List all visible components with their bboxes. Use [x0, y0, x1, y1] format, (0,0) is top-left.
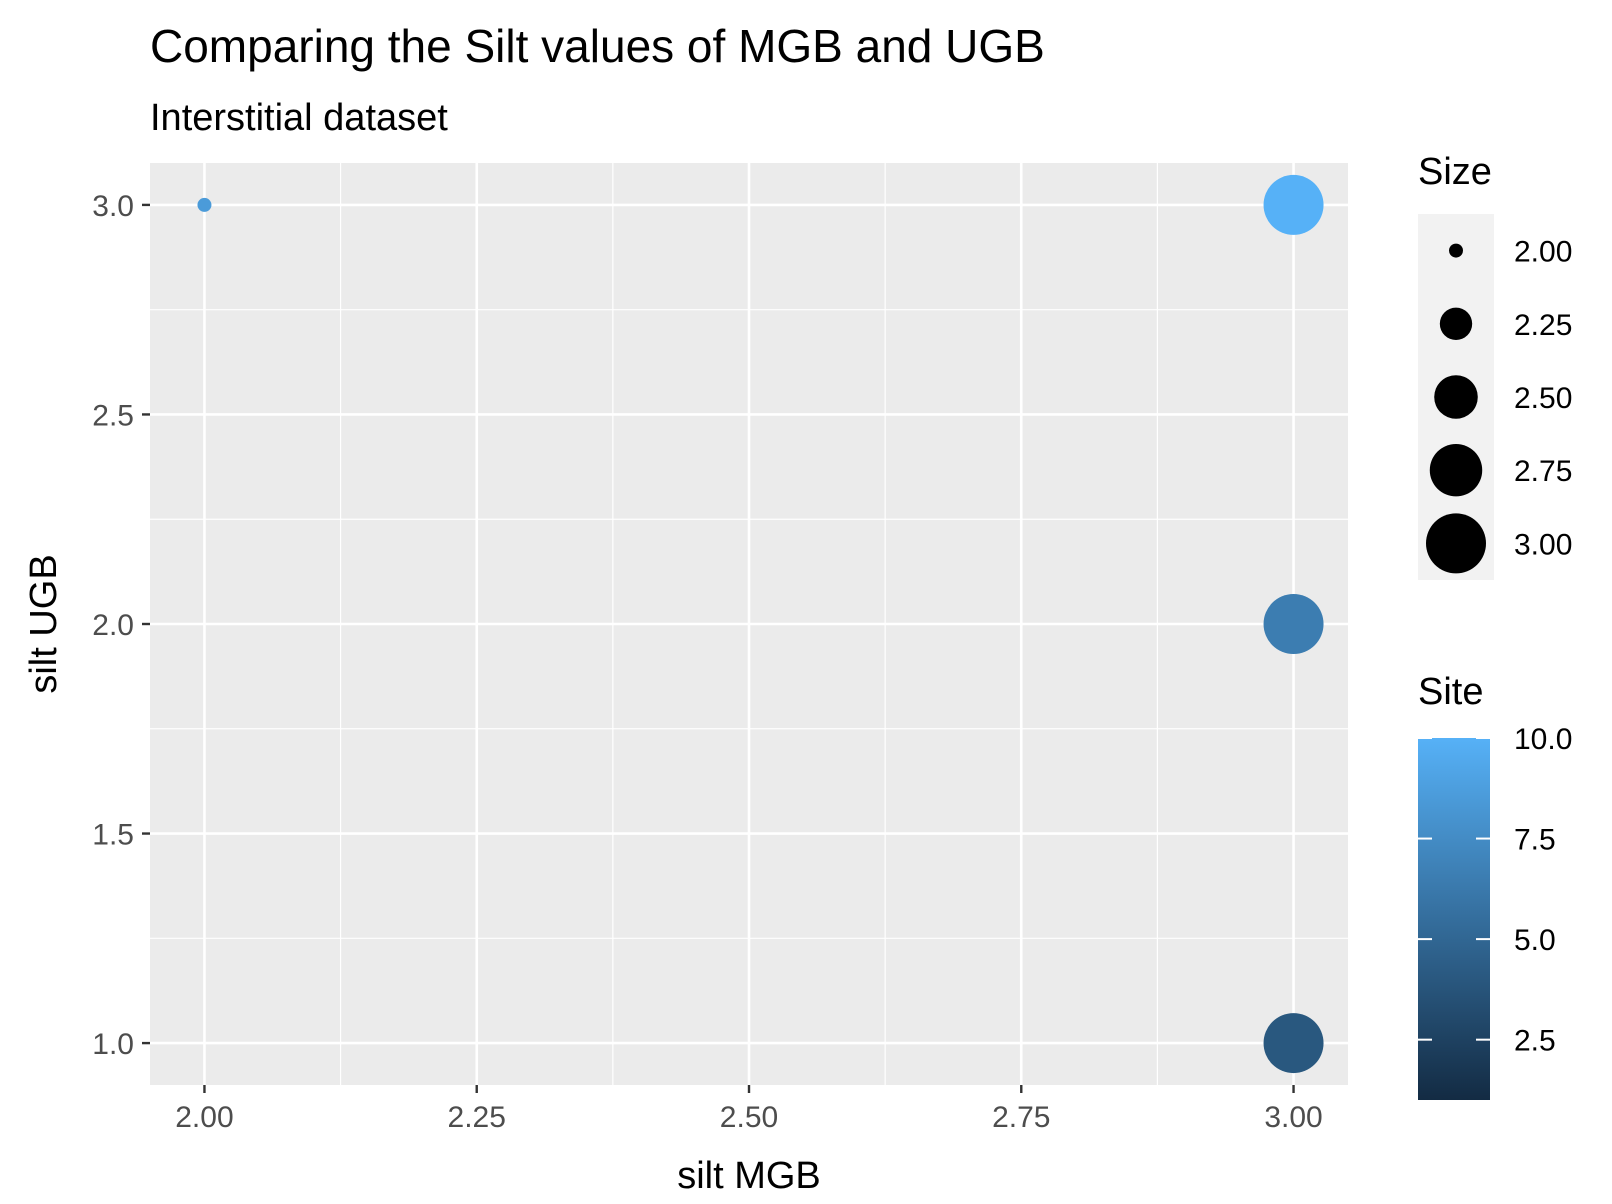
- size-legend-title: Size: [1418, 151, 1492, 193]
- x-tick-label: 2.50: [720, 1101, 778, 1134]
- x-tick-label: 2.75: [992, 1101, 1050, 1134]
- size-legend-label: 3.00: [1514, 528, 1572, 561]
- data-points: [197, 174, 1324, 1074]
- color-legend-label: 2.5: [1514, 1025, 1556, 1058]
- major-gridlines: [150, 163, 1348, 1085]
- size-legend-label: 2.75: [1514, 455, 1572, 488]
- x-tick-label: 3.00: [1264, 1101, 1322, 1134]
- color-legend-label: 5.0: [1514, 924, 1556, 957]
- size-legend-label: 2.00: [1514, 236, 1572, 269]
- color-legend: 2.5 5.0 7.5 10.0: [1418, 723, 1572, 1100]
- size-legend-key: [1429, 443, 1483, 497]
- y-axis-title: silt UGB: [23, 554, 65, 693]
- y-tick-label: 2.5: [92, 399, 134, 432]
- x-tick-label: 2.25: [448, 1101, 506, 1134]
- y-tick-label: 1.0: [92, 1028, 134, 1061]
- size-legend-key: [1449, 243, 1463, 258]
- chart-subtitle: Interstitial dataset: [150, 97, 448, 139]
- data-point: [1263, 1013, 1324, 1074]
- size-legend-key: [1426, 513, 1486, 574]
- data-point: [197, 197, 212, 212]
- y-axis: 1.0 1.5 2.0 2.5 3.0: [92, 190, 150, 1061]
- color-legend-title: Site: [1418, 671, 1483, 713]
- y-tick-label: 2.0: [92, 609, 134, 642]
- y-tick-label: 1.5: [92, 819, 134, 852]
- color-legend-bar: [1418, 738, 1490, 1100]
- size-legend-key: [1439, 307, 1473, 340]
- size-legend-label: 2.25: [1514, 309, 1572, 342]
- y-tick-label: 3.0: [92, 190, 134, 223]
- x-axis: 2.00 2.25 2.50 2.75 3.00: [175, 1085, 1323, 1134]
- data-point: [1263, 174, 1324, 235]
- color-legend-label: 7.5: [1514, 824, 1556, 857]
- size-legend-key: [1434, 375, 1478, 419]
- size-legend: 2.00 2.25 2.50 2.75 3.00: [1418, 214, 1572, 580]
- size-legend-label: 2.50: [1514, 382, 1572, 415]
- x-tick-label: 2.00: [175, 1101, 233, 1134]
- data-point: [1263, 594, 1324, 654]
- color-legend-label: 10.0: [1514, 723, 1572, 756]
- x-axis-title: silt MGB: [677, 1155, 821, 1197]
- chart-title: Comparing the Silt values of MGB and UGB: [150, 20, 1045, 72]
